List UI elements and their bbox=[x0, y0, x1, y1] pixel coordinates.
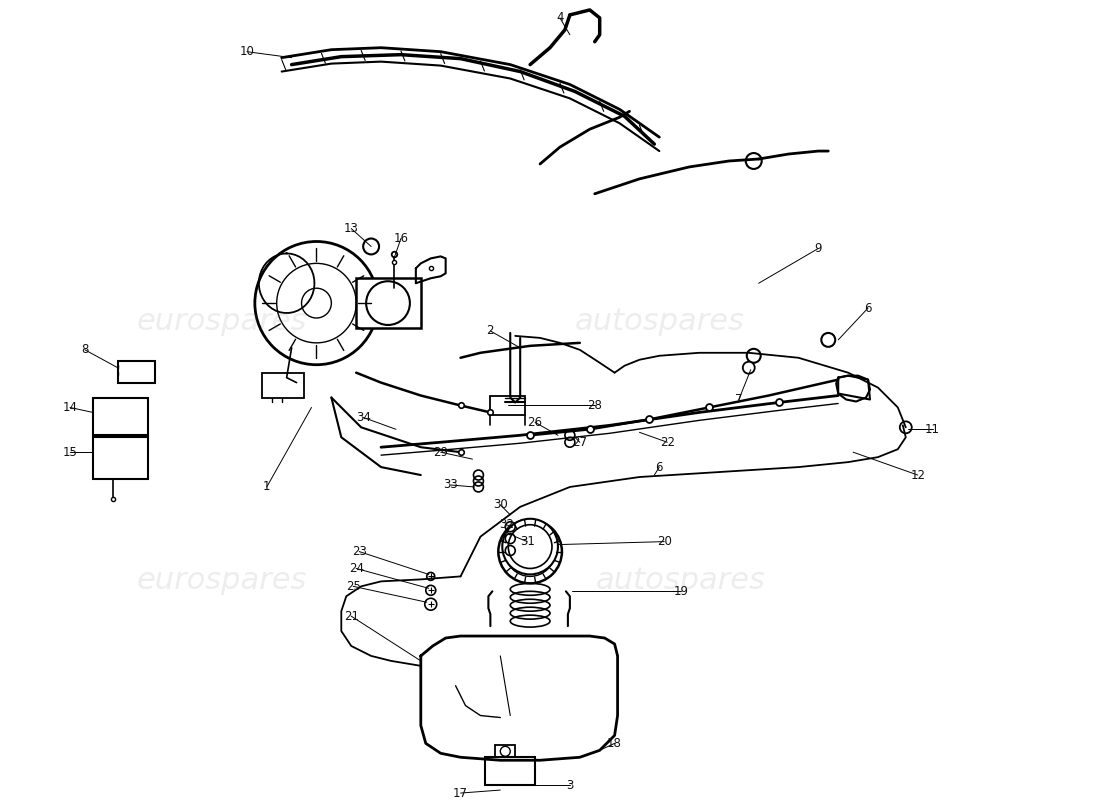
Text: 6: 6 bbox=[656, 461, 663, 474]
Text: 24: 24 bbox=[349, 562, 364, 575]
Text: 26: 26 bbox=[528, 416, 542, 429]
Circle shape bbox=[746, 153, 761, 169]
Circle shape bbox=[503, 518, 558, 574]
Text: 14: 14 bbox=[63, 401, 77, 414]
Bar bbox=[92, 398, 147, 435]
Bar bbox=[262, 373, 304, 398]
Text: 22: 22 bbox=[660, 436, 674, 449]
Text: 2: 2 bbox=[486, 325, 494, 338]
Text: 31: 31 bbox=[519, 535, 535, 548]
Text: 10: 10 bbox=[240, 45, 254, 58]
Circle shape bbox=[498, 520, 562, 583]
Bar bbox=[118, 361, 155, 382]
Text: 33: 33 bbox=[443, 478, 458, 491]
Text: 34: 34 bbox=[355, 411, 371, 424]
Circle shape bbox=[363, 238, 379, 254]
Text: 7: 7 bbox=[735, 393, 743, 406]
Bar bbox=[485, 758, 535, 785]
Text: 17: 17 bbox=[453, 786, 469, 799]
Text: 1: 1 bbox=[263, 481, 271, 494]
Polygon shape bbox=[838, 376, 870, 399]
Text: 23: 23 bbox=[352, 545, 366, 558]
Text: 25: 25 bbox=[345, 580, 361, 593]
Text: eurospares: eurospares bbox=[136, 307, 307, 337]
Text: 30: 30 bbox=[493, 498, 508, 511]
Text: 20: 20 bbox=[657, 535, 672, 548]
Bar bbox=[356, 278, 421, 328]
Bar bbox=[491, 395, 525, 415]
Text: 9: 9 bbox=[815, 242, 822, 255]
Text: 15: 15 bbox=[63, 446, 77, 458]
Text: 6: 6 bbox=[865, 302, 872, 314]
Text: 29: 29 bbox=[433, 446, 448, 458]
Text: 8: 8 bbox=[81, 343, 89, 356]
Text: 11: 11 bbox=[925, 423, 940, 436]
Text: 3: 3 bbox=[566, 778, 573, 792]
Text: 32: 32 bbox=[498, 518, 514, 531]
Circle shape bbox=[822, 333, 835, 347]
Circle shape bbox=[742, 362, 755, 374]
Bar bbox=[92, 438, 147, 479]
Text: 16: 16 bbox=[394, 232, 408, 245]
Text: autospares: autospares bbox=[596, 566, 766, 595]
Circle shape bbox=[747, 349, 761, 362]
Text: 27: 27 bbox=[572, 436, 587, 449]
Circle shape bbox=[900, 422, 912, 434]
Text: 18: 18 bbox=[607, 737, 621, 750]
Circle shape bbox=[255, 242, 378, 365]
Text: 21: 21 bbox=[343, 610, 359, 622]
Text: eurospares: eurospares bbox=[136, 566, 307, 595]
Text: 19: 19 bbox=[673, 585, 689, 598]
Circle shape bbox=[366, 282, 410, 325]
Text: 28: 28 bbox=[587, 399, 602, 412]
Text: 4: 4 bbox=[557, 11, 563, 24]
Text: 12: 12 bbox=[910, 469, 925, 482]
Text: 13: 13 bbox=[344, 222, 359, 235]
Text: autospares: autospares bbox=[574, 307, 745, 337]
